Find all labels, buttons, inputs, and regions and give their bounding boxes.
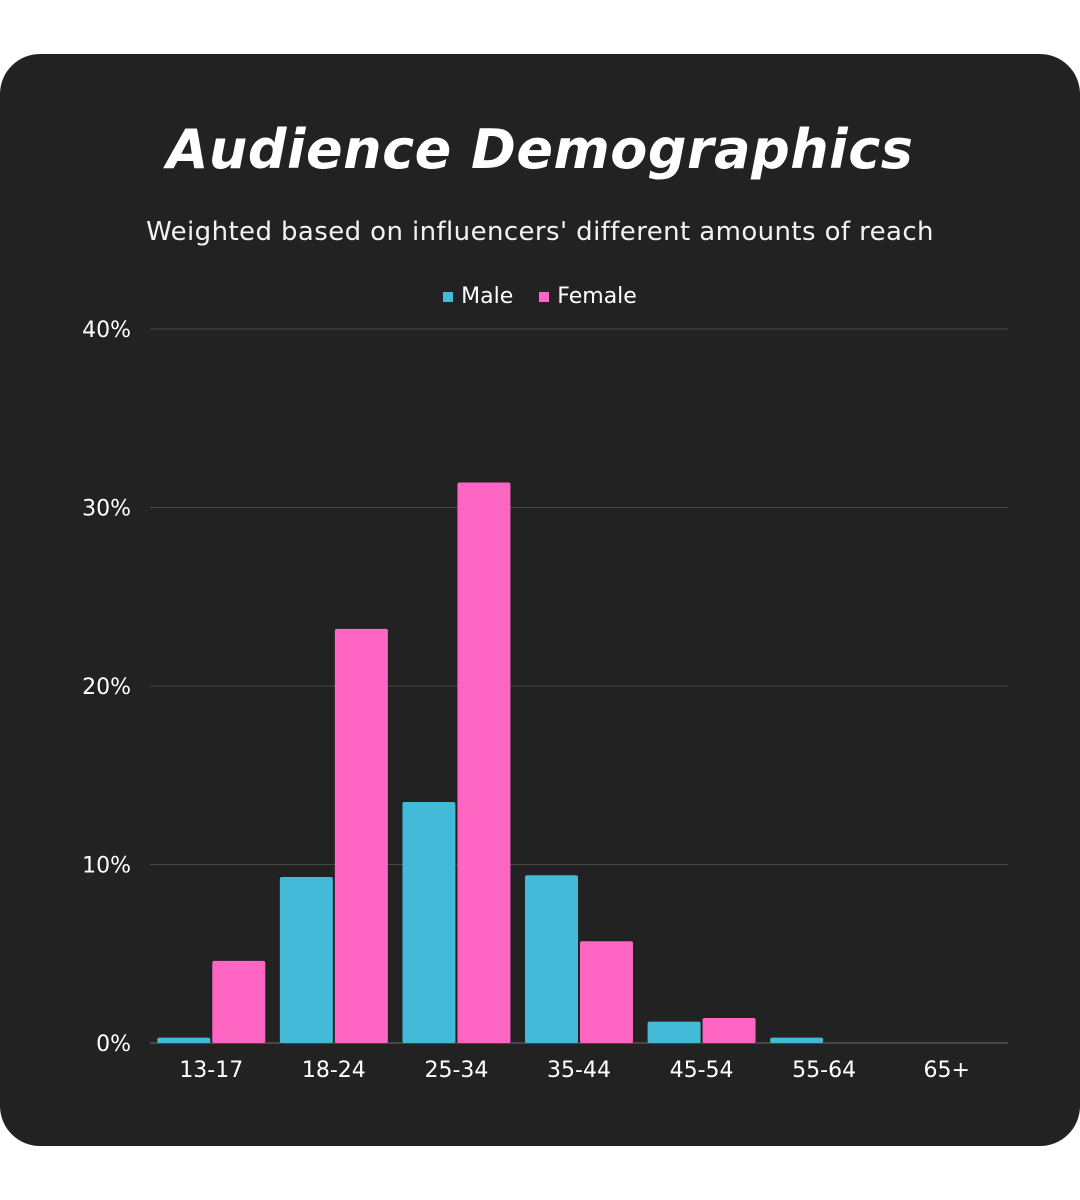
bar-female — [212, 960, 266, 1043]
bar-female — [457, 482, 511, 1043]
bar-female — [702, 1018, 756, 1043]
x-tick-label: 55-64 — [792, 1058, 856, 1083]
y-tick-label: 10% — [82, 854, 131, 879]
bar-male — [279, 876, 333, 1043]
chart-title: Audience Demographics — [166, 118, 914, 181]
chart-subtitle: Weighted based on influencers' different… — [146, 217, 934, 247]
legend-label-female: Female — [557, 284, 637, 309]
bar-male — [770, 1037, 824, 1043]
y-tick-label: 0% — [96, 1032, 131, 1057]
x-tick-label: 18-24 — [302, 1058, 366, 1083]
y-tick-label: 30% — [82, 497, 131, 522]
x-tick-label: 35-44 — [547, 1058, 611, 1083]
bar-male — [647, 1021, 701, 1043]
y-tick-label: 20% — [82, 675, 131, 700]
legend-item-female: Female — [539, 284, 637, 309]
x-tick-label: 25-34 — [424, 1058, 488, 1083]
legend-swatch-female — [539, 291, 550, 302]
bar-female — [334, 628, 388, 1043]
bar-male — [157, 1037, 211, 1043]
bar-male — [402, 802, 456, 1043]
legend-swatch-male — [443, 291, 454, 302]
bar-male — [525, 875, 578, 1043]
legend-label-male: Male — [461, 284, 514, 309]
chart-legend: Male Female — [0, 284, 1080, 309]
x-tick-label: 13-17 — [179, 1058, 243, 1083]
x-tick-label: 65+ — [923, 1058, 969, 1083]
x-tick-label: 45-54 — [670, 1058, 734, 1083]
bar-female — [580, 941, 633, 1043]
legend-item-male: Male — [443, 284, 513, 309]
y-tick-label: 40% — [82, 318, 131, 343]
